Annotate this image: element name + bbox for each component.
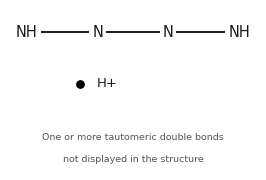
Text: N: N: [162, 25, 173, 40]
Point: [78, 82, 82, 85]
Text: One or more tautomeric double bonds: One or more tautomeric double bonds: [42, 133, 224, 142]
Text: H+: H+: [97, 77, 118, 90]
Text: NH: NH: [16, 25, 38, 40]
Text: NH: NH: [228, 25, 250, 40]
Text: not displayed in the structure: not displayed in the structure: [63, 155, 203, 164]
Text: N: N: [93, 25, 104, 40]
